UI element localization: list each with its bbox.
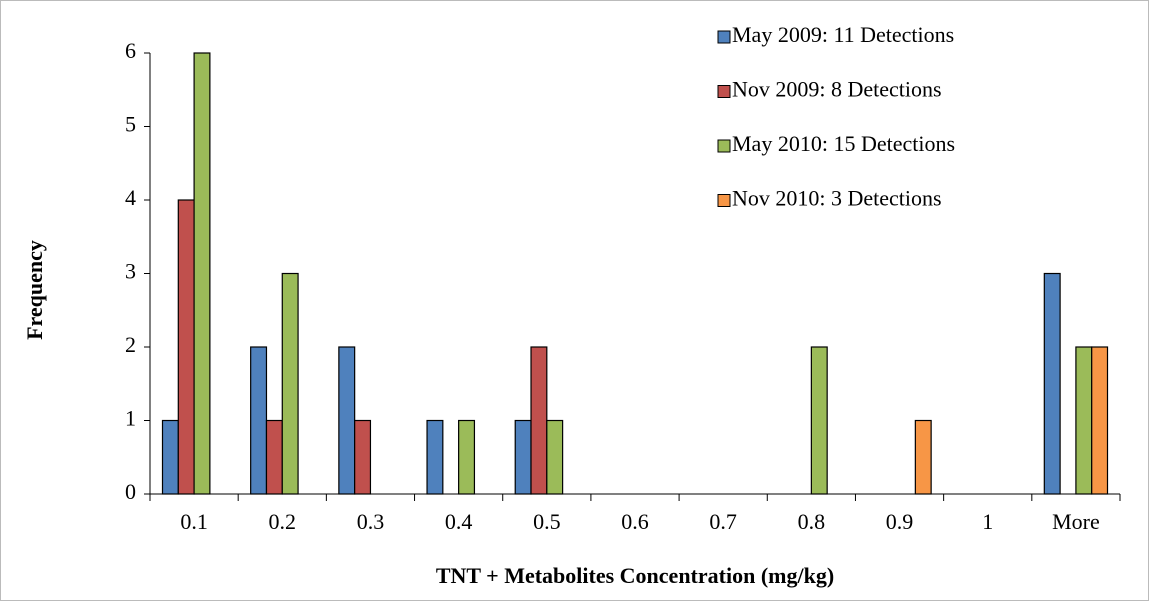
- y-tick-label: 0: [125, 479, 136, 504]
- bar: [1091, 346, 1109, 495]
- legend-label: May 2010: 15 Detections: [732, 131, 955, 156]
- x-tick-label: 1: [982, 509, 993, 534]
- bar: [250, 346, 268, 495]
- y-tick-label: 3: [125, 259, 136, 284]
- bar: [458, 419, 476, 495]
- y-axis-title: Frequency: [22, 240, 47, 340]
- x-tick-label: More: [1052, 509, 1100, 534]
- bar: [426, 419, 444, 495]
- x-tick-label: 0.4: [445, 509, 473, 534]
- y-tick-label: 4: [125, 185, 136, 210]
- x-tick-label: 0.8: [798, 509, 826, 534]
- bar: [338, 346, 356, 495]
- x-tick-label: 0.3: [357, 509, 385, 534]
- bar: [354, 419, 372, 495]
- bar: [281, 272, 299, 495]
- x-tick-label: 0.5: [533, 509, 561, 534]
- y-tick-label: 1: [125, 406, 136, 431]
- bar: [193, 52, 211, 495]
- bar: [177, 199, 195, 495]
- bar: [530, 346, 548, 495]
- x-tick-label: 0.9: [886, 509, 914, 534]
- x-tick-label: 0.2: [269, 509, 297, 534]
- y-tick-label: 2: [125, 332, 136, 357]
- legend-label: Nov 2010: 3 Detections: [732, 186, 942, 211]
- bar: [161, 419, 179, 495]
- x-tick-label: 0.7: [709, 509, 737, 534]
- bar: [546, 419, 564, 495]
- legend-swatch: [717, 194, 731, 207]
- x-tick-label: 0.1: [180, 509, 208, 534]
- x-axis-title: TNT + Metabolites Concentration (mg/kg): [436, 563, 834, 588]
- y-tick-label: 5: [125, 112, 136, 137]
- bar: [514, 419, 532, 495]
- legend-swatch: [717, 139, 731, 153]
- y-tick-label: 6: [125, 38, 136, 63]
- legend-label: May 2009: 11 Detections: [732, 22, 954, 47]
- x-tick-label: 0.6: [621, 509, 649, 534]
- bar: [914, 419, 932, 495]
- legend-label: Nov 2009: 8 Detections: [732, 77, 942, 102]
- bar: [1043, 272, 1061, 495]
- bar: [810, 346, 828, 495]
- bar: [265, 419, 283, 495]
- bar: [1075, 346, 1093, 495]
- legend-swatch: [717, 30, 731, 44]
- legend-swatch: [717, 85, 731, 98]
